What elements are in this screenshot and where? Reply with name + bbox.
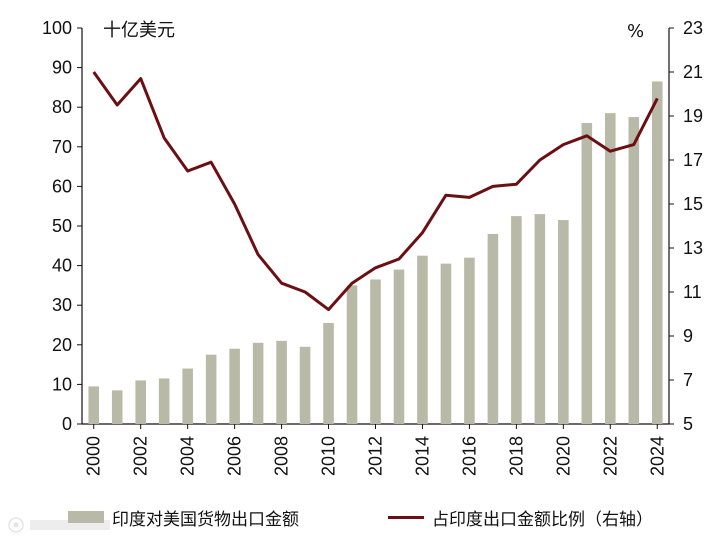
bar-2024 <box>651 81 663 425</box>
left-tick-label: 70 <box>52 137 72 157</box>
bar-2004 <box>182 368 193 424</box>
right-tick-label: 11 <box>683 282 702 302</box>
right-tick-label: 17 <box>683 150 703 170</box>
bar-2006 <box>229 348 240 424</box>
right-axis-unit: % <box>627 21 644 42</box>
bar-2013 <box>393 269 405 424</box>
right-tick-label: 5 <box>683 414 693 434</box>
right-tick-label: 21 <box>683 62 703 82</box>
x-tick-label: 2004 <box>178 436 198 476</box>
left-axis-ticks: 0 10 20 30 40 50 60 70 80 90 100 <box>42 18 82 434</box>
x-tick-label: 2020 <box>553 436 573 476</box>
left-tick-label: 0 <box>62 414 72 434</box>
bar-2016 <box>464 257 475 424</box>
x-tick-label: 2014 <box>412 436 432 476</box>
bar-2015 <box>440 263 452 424</box>
left-tick-label: 100 <box>42 18 72 38</box>
bar-2010 <box>323 323 334 424</box>
right-tick-label: 7 <box>683 370 693 390</box>
bar-2008 <box>276 340 287 424</box>
bar-2011 <box>346 285 358 424</box>
left-tick-label: 30 <box>52 295 72 315</box>
legend-item-bar: 印度对美国货物出口金额 <box>68 500 299 534</box>
bar-2000 <box>88 386 100 424</box>
left-tick-label: 40 <box>52 256 72 276</box>
bar-2002 <box>135 380 146 424</box>
x-tick-label: 2008 <box>272 436 292 476</box>
legend-bar-label: 印度对美国货物出口金额 <box>112 509 299 530</box>
bar-2001 <box>111 390 123 424</box>
legend-line-swatch <box>388 515 424 519</box>
legend-bar-swatch <box>68 511 104 523</box>
right-tick-label: 23 <box>683 18 703 38</box>
x-tick-label: 2024 <box>647 436 667 476</box>
left-tick-label: 60 <box>52 176 72 196</box>
bar-2022 <box>605 113 616 424</box>
bar-2003 <box>158 378 170 424</box>
bar-2018 <box>511 216 522 424</box>
bar-2007 <box>252 342 264 424</box>
left-tick-label: 20 <box>52 335 72 355</box>
x-tick-label: 2012 <box>366 436 386 476</box>
bar-2012 <box>370 279 381 424</box>
x-tick-label: 2002 <box>131 436 151 476</box>
x-tick-label: 2022 <box>600 436 620 476</box>
x-tick-label: 2000 <box>84 436 104 476</box>
x-tick-label: 2016 <box>459 436 479 476</box>
left-tick-label: 10 <box>52 374 72 394</box>
legend-item-line: 占印度出口金额比例（右轴） <box>388 500 653 534</box>
bar-2009 <box>299 346 311 424</box>
line-series <box>92 71 659 312</box>
x-axis-ticks: 2000 2002 2004 2006 2008 2010 2012 2014 2016 2018… <box>84 424 667 476</box>
left-tick-label: 90 <box>52 58 72 78</box>
ratio-line <box>92 71 659 312</box>
bar-2014 <box>417 255 428 424</box>
legend-line-label: 占印度出口金额比例（右轴） <box>432 509 653 530</box>
x-tick-label: 2006 <box>225 436 245 476</box>
x-tick-label: 2018 <box>506 436 526 476</box>
bar-2019 <box>534 214 546 424</box>
bar-2021 <box>581 123 593 424</box>
right-tick-label: 19 <box>683 106 703 126</box>
watermark-logo <box>8 517 110 533</box>
left-tick-label: 80 <box>52 97 72 117</box>
left-tick-label: 50 <box>52 216 72 236</box>
chart: 0 10 20 30 40 50 60 70 80 90 100 5 7 9 11 13 15 17 19 21 23… <box>42 18 703 476</box>
bar-series <box>88 81 663 425</box>
bar-2020 <box>558 220 569 424</box>
left-axis-unit: 十亿美元 <box>103 20 175 41</box>
bar-2023 <box>628 117 640 424</box>
bar-2005 <box>205 354 217 424</box>
right-axis-ticks: 5 7 9 11 13 15 17 19 21 23 <box>669 18 703 434</box>
legend: 印度对美国货物出口金额 占印度出口金额比例（右轴） <box>0 500 718 534</box>
right-tick-label: 15 <box>683 194 703 214</box>
right-tick-label: 13 <box>683 238 703 258</box>
bar-2017 <box>487 233 499 424</box>
right-tick-label: 9 <box>683 326 693 346</box>
x-tick-label: 2010 <box>319 436 339 476</box>
